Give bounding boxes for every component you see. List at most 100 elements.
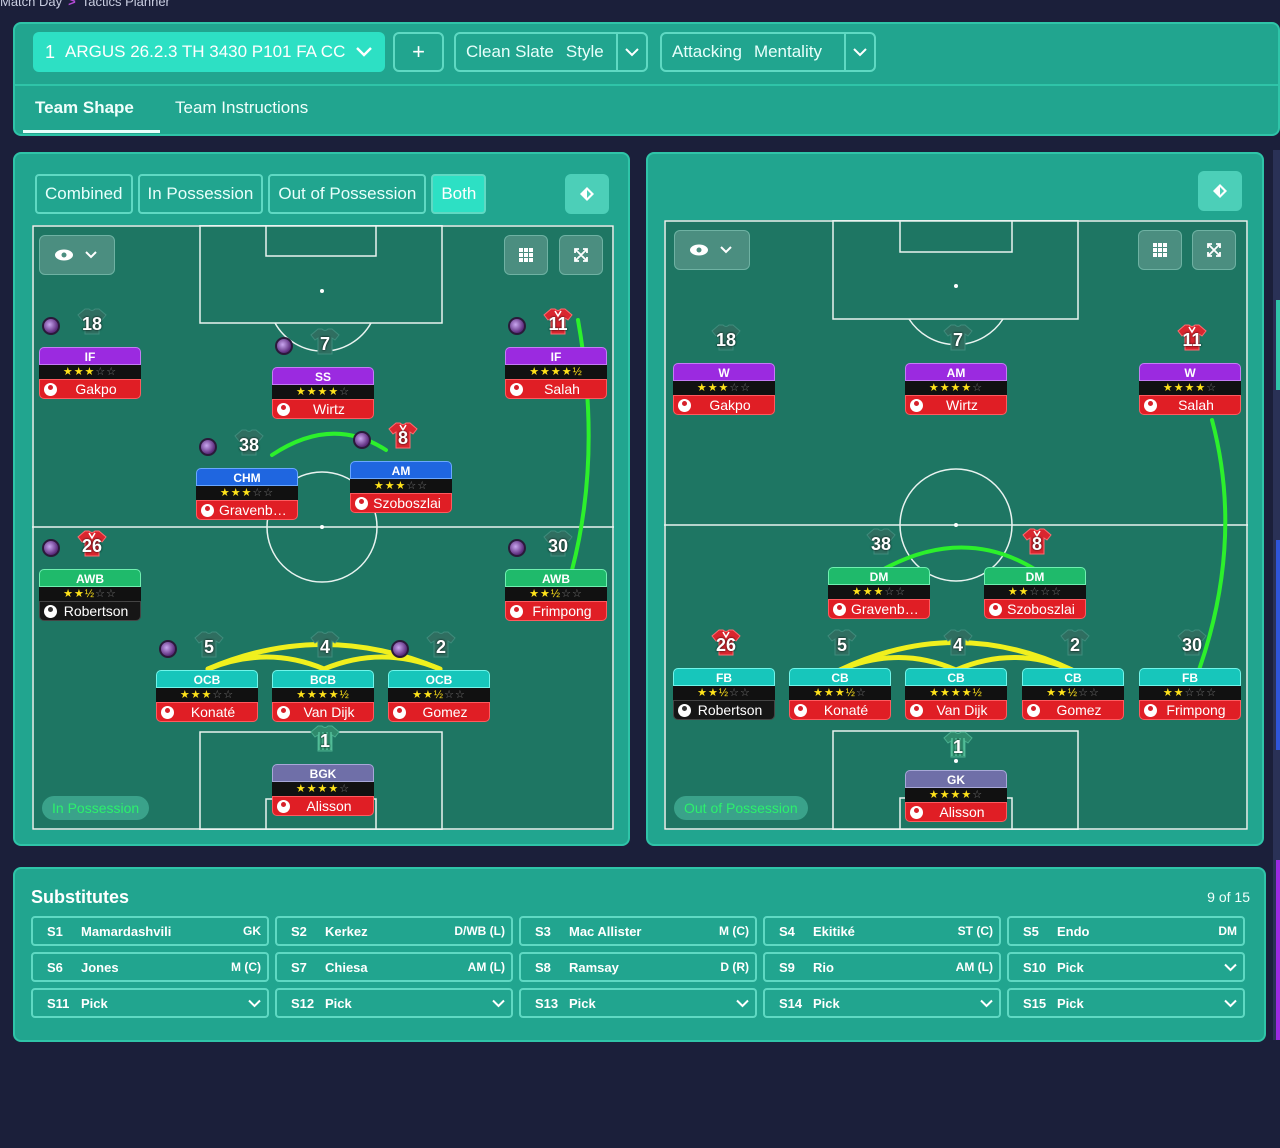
tab-team-instructions[interactable]: Team Instructions	[175, 98, 309, 117]
role-suitability-stars: ★★½☆☆	[1022, 686, 1124, 700]
player-card-vandijk[interactable]: 4 BCB ★★★★½ Van Dijk	[272, 631, 374, 722]
sub-slot-s12[interactable]: S12 Pick	[275, 988, 513, 1018]
player-card-konate[interactable]: 5 CB ★★★½☆ Konaté	[789, 629, 891, 720]
active-tab-indicator	[23, 130, 160, 133]
shirt-icon	[1022, 527, 1052, 555]
shirt-icon	[827, 628, 857, 656]
grid-icon[interactable]	[1138, 230, 1182, 270]
expand-icon[interactable]	[1192, 230, 1236, 270]
shirt-number: 38	[238, 435, 260, 455]
mentality-dropdown[interactable]: Attacking Mentality	[660, 32, 876, 72]
chevron-down-icon[interactable]	[736, 995, 749, 1011]
sub-slot-s2[interactable]: S2 Kerkez D/WB (L)	[275, 916, 513, 946]
view-tab-out-of-possession[interactable]: Out of Possession	[268, 174, 427, 214]
sub-id: S8	[535, 959, 551, 975]
style-dropdown[interactable]: Clean Slate Style	[454, 32, 648, 72]
player-card-wirtz[interactable]: 7 SS ★★★★☆ Wirtz	[272, 328, 374, 419]
sub-slot-s5[interactable]: S5 Endo DM	[1007, 916, 1245, 946]
player-name: Gravenber...	[196, 500, 298, 520]
tactic-selector[interactable]: 1 ARGUS 26.2.3 TH 3430 P101 FA CC	[33, 32, 385, 72]
shirt-icon	[711, 323, 741, 351]
chevron-down-icon[interactable]	[1224, 995, 1237, 1011]
sub-slot-s4[interactable]: S4 Ekitiké ST (C)	[763, 916, 1001, 946]
pitch-lines	[32, 225, 614, 830]
chevron-down-icon[interactable]	[616, 34, 646, 70]
eye-icon[interactable]	[674, 230, 750, 270]
sub-name: Pick	[569, 995, 596, 1011]
shirt-number: 7	[952, 330, 963, 350]
view-tab-both[interactable]: Both	[431, 174, 487, 214]
sub-name: Jones	[81, 959, 119, 975]
view-tab-combined[interactable]: Combined	[35, 174, 133, 214]
role-suitability-stars: ★★★☆☆	[828, 585, 930, 599]
shirt-number: 5	[836, 635, 847, 655]
diamond-marker-icon[interactable]	[1198, 171, 1242, 211]
breadcrumb-separator-icon: >	[68, 0, 76, 9]
player-name: Alisson	[272, 796, 374, 816]
player-card-vandijk[interactable]: 4 CB ★★★★½ Van Dijk	[905, 629, 1007, 720]
player-status-icon	[1027, 703, 1040, 717]
breadcrumb-second[interactable]: Tactics Planner	[81, 0, 170, 9]
player-card-gomez[interactable]: 2 CB ★★½☆☆ Gomez	[1022, 629, 1124, 720]
add-tactic-button[interactable]: +	[393, 32, 444, 72]
player-card-gakpo[interactable]: 18 IF ★★★☆☆ Gakpo	[39, 308, 141, 399]
player-card-robertson[interactable]: 26 FB ★★½☆☆ Robertson	[673, 629, 775, 720]
right-edge-scroll[interactable]	[1273, 150, 1280, 1040]
diamond-marker-icon[interactable]	[565, 174, 609, 214]
player-role: W	[1139, 363, 1241, 381]
chevron-down-icon[interactable]	[844, 34, 874, 70]
player-card-wirtz[interactable]: 7 AM ★★★★☆ Wirtz	[905, 324, 1007, 415]
chevron-down-icon[interactable]	[492, 995, 505, 1011]
player-name: Wirtz	[905, 395, 1007, 415]
sub-slot-s11[interactable]: S11 Pick	[31, 988, 269, 1018]
player-card-robertson[interactable]: 26 AWB ★★½☆☆ Robertson	[39, 530, 141, 621]
sub-id: S1	[47, 923, 63, 939]
sub-position: DM	[1218, 924, 1237, 938]
player-card-salah[interactable]: 11 W ★★★★☆ Salah	[1139, 324, 1241, 415]
player-token-icon	[199, 438, 217, 456]
sub-slot-s14[interactable]: S14 Pick	[763, 988, 1001, 1018]
player-card-alisson[interactable]: 1 BGK ★★★★☆ Alisson	[272, 725, 374, 816]
player-card-konate[interactable]: 5 OCB ★★★☆☆ Konaté	[156, 631, 258, 722]
player-status-icon	[1144, 398, 1157, 412]
substitutes-title: Substitutes	[31, 887, 130, 907]
player-role: IF	[505, 347, 607, 365]
chevron-down-icon[interactable]	[1224, 959, 1237, 975]
player-card-szoboszlai[interactable]: 8 DM ★★☆☆☆ Szoboszlai	[984, 528, 1086, 619]
eye-icon[interactable]	[39, 235, 115, 275]
sub-slot-s3[interactable]: S3 Mac Allister M (C)	[519, 916, 757, 946]
grid-icon[interactable]	[504, 235, 548, 275]
chevron-down-icon[interactable]	[980, 995, 993, 1011]
tactic-name: ARGUS 26.2.3 TH 3430 P101 FA CC	[65, 42, 346, 61]
sub-slot-s8[interactable]: S8 Ramsay D (R)	[519, 952, 757, 982]
player-status-icon	[989, 602, 1002, 616]
player-card-frimpong[interactable]: 30 FB ★★☆☆☆ Frimpong	[1139, 629, 1241, 720]
player-card-frimpong[interactable]: 30 AWB ★★½☆☆ Frimpong	[505, 530, 607, 621]
out-of-possession-panel: Out of Possession 18 W ★★★☆☆ Gakpo 7 AM ★★★★☆ W…	[646, 152, 1264, 846]
player-card-salah[interactable]: 11 IF ★★★★½ Salah	[505, 308, 607, 399]
player-role: GK	[905, 770, 1007, 788]
sub-slot-s7[interactable]: S7 Chiesa AM (L)	[275, 952, 513, 982]
sub-slot-s9[interactable]: S9 Rio AM (L)	[763, 952, 1001, 982]
sub-slot-s15[interactable]: S15 Pick	[1007, 988, 1245, 1018]
sub-name: Pick	[81, 995, 108, 1011]
player-name: Konaté	[156, 702, 258, 722]
chevron-down-icon	[355, 42, 373, 63]
tactic-tabs: Team Shape Team Instructions	[15, 84, 1278, 134]
expand-icon[interactable]	[559, 235, 603, 275]
player-card-gravenberch[interactable]: 38 CHM ★★★☆☆ Gravenber...	[196, 429, 298, 520]
tab-team-shape[interactable]: Team Shape	[35, 98, 134, 117]
player-card-gakpo[interactable]: 18 W ★★★☆☆ Gakpo	[673, 324, 775, 415]
player-card-szoboszlai[interactable]: 8 AM ★★★☆☆ Szoboszlai	[350, 422, 452, 513]
sub-slot-s13[interactable]: S13 Pick	[519, 988, 757, 1018]
player-card-gomez[interactable]: 2 OCB ★★½☆☆ Gomez	[388, 631, 490, 722]
breadcrumb-first[interactable]: Match Day	[0, 0, 63, 9]
sub-slot-s6[interactable]: S6 Jones M (C)	[31, 952, 269, 982]
chevron-down-icon[interactable]	[248, 995, 261, 1011]
sub-slot-s1[interactable]: S1 Mamardashvili GK	[31, 916, 269, 946]
player-card-gravenberch[interactable]: 38 DM ★★★☆☆ Gravenber...	[828, 528, 930, 619]
sub-slot-s10[interactable]: S10 Pick	[1007, 952, 1245, 982]
view-tab-in-possession[interactable]: In Possession	[137, 174, 264, 214]
player-card-alisson[interactable]: 1 GK ★★★★☆ Alisson	[905, 731, 1007, 822]
player-status-icon	[833, 602, 846, 616]
